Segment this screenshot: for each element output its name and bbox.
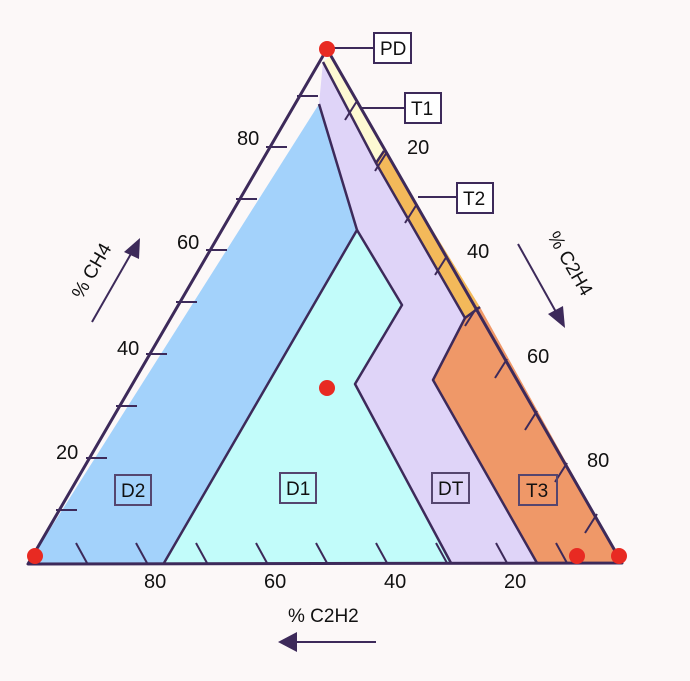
zone-d1-region xyxy=(164,230,451,563)
zone-label-t3: T3 xyxy=(518,474,558,506)
sample-points xyxy=(27,41,627,564)
svg-text:T1: T1 xyxy=(411,99,433,120)
c2h4-tick-80: 80 xyxy=(587,450,609,472)
svg-text:D2: D2 xyxy=(121,481,145,502)
c2h2-axis-label: % C2H2 xyxy=(288,606,359,627)
c2h2-tick-40: 40 xyxy=(384,571,406,593)
ch4-axis-ticks xyxy=(56,95,318,511)
zone-dt-region xyxy=(319,62,537,563)
svg-text:T2: T2 xyxy=(463,189,485,210)
c2h4-tick-60: 60 xyxy=(527,346,549,368)
c2h4-axis-label: % C2H4 xyxy=(543,228,597,300)
c2h2-tick-60: 60 xyxy=(264,571,286,593)
marker-bottom-left xyxy=(27,548,43,564)
ch4-arrow xyxy=(91,238,140,323)
svg-text:T3: T3 xyxy=(526,481,548,502)
svg-text:PD: PD xyxy=(380,39,406,60)
marker-bottom-right-1 xyxy=(569,548,585,564)
zone-boundaries xyxy=(162,61,539,564)
marker-top xyxy=(319,41,335,57)
zone-label-d1: D1 xyxy=(279,472,317,504)
svg-text:D1: D1 xyxy=(286,479,310,500)
triangle-outline xyxy=(26,47,624,566)
callout-t1: T1 xyxy=(362,92,442,124)
ch4-tick-60: 60 xyxy=(177,232,199,254)
marker-bottom-right-2 xyxy=(611,548,627,564)
c2h2-tick-20: 20 xyxy=(504,571,526,593)
marker-center xyxy=(319,380,335,396)
zone-label-d2: D2 xyxy=(114,474,152,506)
ch4-tick-20: 20 xyxy=(56,442,78,464)
zone-t1-region xyxy=(323,55,384,163)
c2h2-tick-80: 80 xyxy=(144,571,166,593)
callout-t2: T2 xyxy=(418,182,494,214)
zone-t2-region xyxy=(376,151,480,318)
callout-pd: PD xyxy=(330,32,412,64)
c2h4-tick-20: 20 xyxy=(407,137,429,159)
zone-t3-region xyxy=(433,307,622,563)
zone-d2-region xyxy=(28,104,357,564)
c2h4-tick-40: 40 xyxy=(467,241,489,263)
c2h2-arrow xyxy=(278,632,376,652)
c2h2-axis-ticks xyxy=(75,542,568,564)
zone-label-dt: DT xyxy=(431,472,470,504)
svg-text:DT: DT xyxy=(438,479,464,500)
c2h4-arrow xyxy=(517,243,565,328)
ch4-tick-80: 80 xyxy=(237,128,259,150)
ch4-tick-40: 40 xyxy=(117,338,139,360)
